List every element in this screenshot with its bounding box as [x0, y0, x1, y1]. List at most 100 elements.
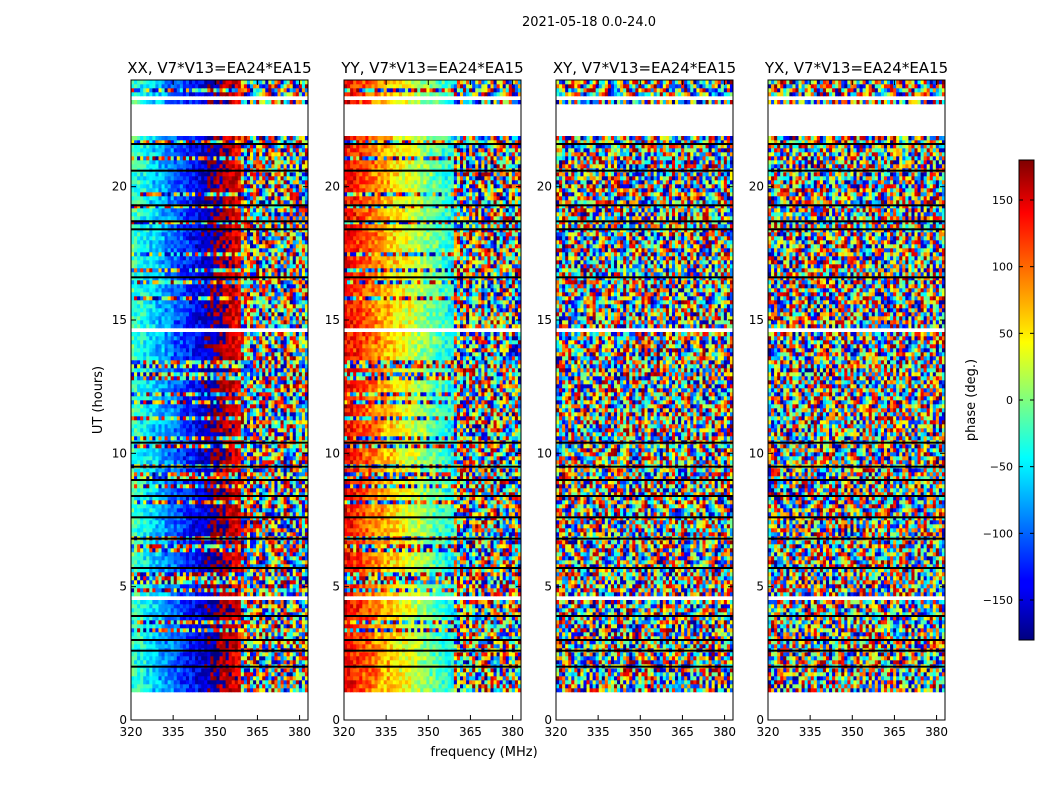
heatmap-cell	[167, 356, 172, 361]
heatmap-cell	[228, 448, 233, 453]
heatmap-cell	[137, 492, 141, 497]
heatmap-cell	[146, 356, 150, 361]
heatmap-cell	[265, 444, 269, 449]
heatmap-cell	[231, 568, 236, 573]
heatmap-cell	[210, 652, 214, 657]
heatmap-cell	[140, 592, 144, 597]
heatmap-cell	[234, 444, 239, 449]
heatmap-cell	[240, 632, 245, 637]
heatmap-cell	[164, 348, 169, 353]
heatmap-cell	[283, 476, 288, 481]
heatmap-cell	[161, 668, 165, 673]
heatmap-cell	[295, 532, 300, 537]
heatmap-cell	[253, 420, 257, 425]
heatmap-cell	[259, 616, 263, 621]
heatmap-cell	[185, 636, 190, 641]
heatmap-cell	[140, 580, 144, 585]
heatmap-cell	[256, 488, 260, 493]
heatmap-cell	[158, 524, 162, 529]
heatmap-cell	[182, 684, 187, 689]
heatmap-cell	[240, 628, 245, 633]
heatmap-cell	[222, 616, 226, 621]
heatmap-cell	[158, 588, 162, 593]
heatmap-cell	[149, 468, 153, 473]
heatmap-cell	[268, 456, 272, 461]
heatmap-cell	[152, 524, 156, 529]
heatmap-cell	[192, 508, 196, 513]
heatmap-cell	[246, 376, 251, 381]
heatmap-cell	[161, 384, 165, 389]
heatmap-cell	[137, 400, 141, 405]
heatmap-cell	[222, 576, 226, 581]
heatmap-cell	[161, 604, 165, 609]
heatmap-cell	[176, 512, 181, 517]
heatmap-cell	[146, 508, 150, 513]
heatmap-cell	[271, 484, 275, 489]
heatmap-cell	[301, 588, 306, 593]
heatmap-cell	[250, 504, 254, 509]
heatmap-cell	[240, 352, 245, 357]
heatmap-cell	[262, 468, 266, 473]
heatmap-cell	[201, 644, 205, 649]
heatmap-cell	[140, 376, 144, 381]
heatmap-cell	[164, 468, 169, 473]
heatmap-cell	[289, 616, 294, 621]
heatmap-cell	[250, 584, 254, 589]
heatmap-cell	[204, 472, 208, 477]
heatmap-cell	[188, 436, 193, 441]
heatmap-cell	[161, 360, 165, 365]
heatmap-cell	[185, 372, 190, 377]
heatmap-cell	[167, 568, 172, 573]
heatmap-cell	[222, 396, 226, 401]
heatmap-cell	[161, 656, 165, 661]
heatmap-cell	[301, 432, 306, 437]
heatmap-cell	[268, 628, 272, 633]
heatmap-cell	[149, 392, 153, 397]
heatmap-cell	[271, 376, 275, 381]
heatmap-cell	[286, 612, 291, 617]
heatmap-cell	[176, 504, 181, 509]
heatmap-cell	[277, 580, 281, 585]
heatmap-cell	[140, 444, 144, 449]
heatmap-cell	[188, 560, 193, 565]
heatmap-cell	[219, 644, 223, 649]
heatmap-cell	[295, 468, 300, 473]
heatmap-cell	[268, 448, 272, 453]
heatmap-cell	[277, 512, 281, 517]
heatmap-cell	[216, 520, 220, 525]
heatmap-cell	[161, 652, 165, 657]
heatmap-cell	[204, 468, 208, 473]
heatmap-cell	[265, 556, 269, 561]
heatmap-cell	[304, 504, 309, 509]
heatmap-cell	[213, 476, 217, 481]
heatmap-cell	[277, 380, 281, 385]
heatmap-cell	[188, 572, 193, 577]
heatmap-cell	[225, 376, 230, 381]
heatmap-cell	[271, 560, 275, 565]
heatmap-cell	[228, 612, 233, 617]
heatmap-cell	[228, 604, 233, 609]
heatmap-cell	[231, 356, 236, 361]
heatmap-cell	[152, 488, 156, 493]
heatmap-cell	[283, 624, 288, 629]
heatmap-cell	[243, 624, 248, 629]
heatmap-cell	[250, 384, 254, 389]
heatmap-cell	[149, 436, 153, 441]
heatmap-cell	[225, 588, 230, 593]
heatmap-cell	[201, 616, 205, 621]
heatmap-cell	[216, 568, 220, 573]
heatmap-cell	[155, 344, 159, 349]
heatmap-cell	[222, 432, 226, 437]
heatmap-cell	[225, 412, 230, 417]
heatmap-cell	[201, 504, 205, 509]
heatmap-cell	[179, 448, 184, 453]
heatmap-cell	[219, 436, 223, 441]
heatmap-cell	[268, 492, 272, 497]
heatmap-cell	[149, 452, 153, 457]
heatmap-cell	[146, 668, 150, 673]
heatmap-cell	[253, 480, 257, 485]
heatmap-cell	[149, 556, 153, 561]
heatmap-cell	[253, 344, 257, 349]
heatmap-cell	[143, 612, 147, 617]
heatmap-cell	[301, 488, 306, 493]
